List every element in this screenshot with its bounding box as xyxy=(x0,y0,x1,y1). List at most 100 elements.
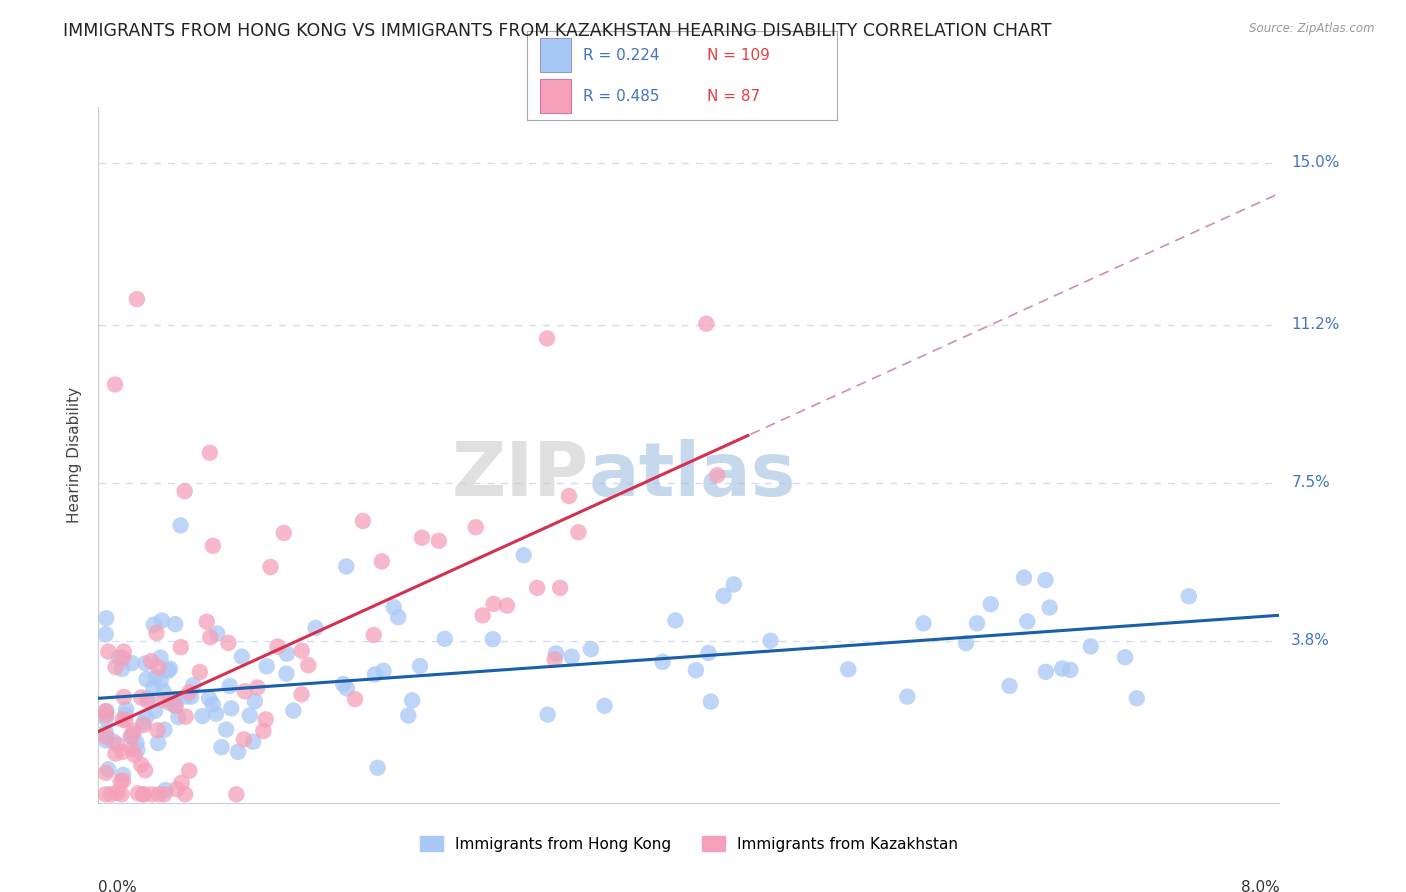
Point xyxy=(1012,571,1035,585)
Point xyxy=(215,723,238,737)
Point xyxy=(165,617,187,632)
Point xyxy=(166,782,188,797)
Point xyxy=(112,768,135,782)
Point xyxy=(94,708,117,723)
Point xyxy=(111,745,134,759)
Point xyxy=(1059,663,1081,677)
Point xyxy=(512,548,534,562)
Point xyxy=(134,657,156,671)
Point xyxy=(1017,615,1039,629)
Point xyxy=(266,640,288,654)
Point xyxy=(464,520,486,534)
Point xyxy=(593,698,616,713)
Point xyxy=(427,533,450,548)
Point xyxy=(837,662,859,676)
Point xyxy=(471,608,494,623)
Point xyxy=(367,761,389,775)
Point xyxy=(142,681,165,695)
Point xyxy=(153,723,176,737)
Point xyxy=(181,678,204,692)
Point xyxy=(543,652,565,666)
Point xyxy=(233,684,256,698)
Point xyxy=(561,649,583,664)
Point xyxy=(256,659,278,673)
Point xyxy=(1178,589,1201,603)
Point xyxy=(163,692,186,706)
Point xyxy=(96,705,118,719)
Point xyxy=(364,667,387,681)
Text: 8.0%: 8.0% xyxy=(1240,880,1279,892)
Point xyxy=(159,662,181,676)
Text: 15.0%: 15.0% xyxy=(1291,155,1340,170)
Point xyxy=(94,787,117,801)
Point xyxy=(246,681,269,695)
Point xyxy=(706,468,728,483)
Point xyxy=(200,630,222,644)
Y-axis label: Hearing Disability: Hearing Disability xyxy=(66,387,82,523)
Point xyxy=(152,684,174,698)
Point xyxy=(276,666,298,681)
Text: Source: ZipAtlas.com: Source: ZipAtlas.com xyxy=(1250,22,1375,36)
Point xyxy=(132,718,155,732)
Point xyxy=(218,679,240,693)
Point xyxy=(273,525,295,540)
Point xyxy=(134,764,156,778)
Point xyxy=(169,518,191,533)
Point xyxy=(165,698,187,713)
Point xyxy=(276,647,298,661)
Point xyxy=(103,734,125,748)
Point xyxy=(174,709,197,723)
Point xyxy=(94,704,117,718)
Point xyxy=(127,786,149,800)
Point xyxy=(955,636,977,650)
Point xyxy=(124,747,146,762)
Point xyxy=(579,642,602,657)
Point xyxy=(174,690,197,704)
Point xyxy=(226,745,249,759)
Point xyxy=(409,659,432,673)
Point xyxy=(111,713,134,727)
Point xyxy=(136,693,159,707)
Point xyxy=(195,615,218,629)
Point xyxy=(198,446,221,460)
Point xyxy=(373,664,395,678)
Point xyxy=(111,662,134,676)
Point xyxy=(188,665,211,679)
Point xyxy=(142,617,165,632)
Point xyxy=(94,627,117,641)
Point xyxy=(155,783,177,797)
Point xyxy=(225,787,247,801)
Point xyxy=(112,773,135,788)
Text: 3.8%: 3.8% xyxy=(1291,633,1330,648)
FancyBboxPatch shape xyxy=(540,79,571,113)
Point xyxy=(122,723,145,738)
Point xyxy=(173,484,195,499)
Point xyxy=(114,707,136,722)
Point xyxy=(159,696,181,710)
Point xyxy=(352,514,374,528)
Point xyxy=(146,736,169,750)
Point xyxy=(387,610,409,624)
Point xyxy=(219,701,242,715)
Point xyxy=(152,693,174,707)
Text: IMMIGRANTS FROM HONG KONG VS IMMIGRANTS FROM KAZAKHSTAN HEARING DISABILITY CORRE: IMMIGRANTS FROM HONG KONG VS IMMIGRANTS … xyxy=(63,22,1052,40)
Point xyxy=(157,664,180,678)
Point xyxy=(141,654,163,668)
Point xyxy=(179,685,201,699)
Point xyxy=(232,732,254,747)
Point xyxy=(191,709,214,723)
Point xyxy=(94,733,117,747)
Point xyxy=(97,762,120,776)
Point xyxy=(198,691,221,706)
Point xyxy=(94,712,117,726)
Text: R = 0.224: R = 0.224 xyxy=(583,48,659,62)
Point xyxy=(125,736,148,750)
Point xyxy=(211,740,233,755)
Point xyxy=(697,646,720,660)
Point xyxy=(695,317,717,331)
Point xyxy=(94,765,117,780)
Point xyxy=(180,690,202,704)
Point xyxy=(217,636,239,650)
Legend: Immigrants from Hong Kong, Immigrants from Kazakhstan: Immigrants from Hong Kong, Immigrants fr… xyxy=(413,830,965,858)
Point xyxy=(526,581,548,595)
